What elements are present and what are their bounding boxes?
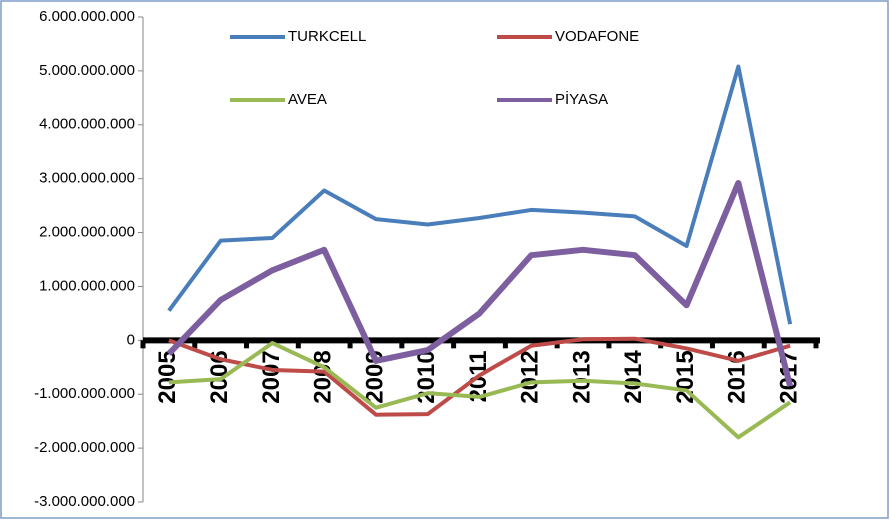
line-series	[167, 64, 793, 325]
y-tick-label: 2.000.000.000	[39, 224, 135, 241]
x-tick-label: 2005	[154, 350, 181, 403]
legend-label: TURKCELL	[288, 28, 366, 45]
y-tick-label: 0	[127, 331, 135, 348]
y-tick-label: 6.000.000.000	[39, 8, 135, 25]
x-tick-label: 2012	[517, 350, 544, 403]
y-tick-label: 3.000.000.000	[39, 170, 135, 187]
y-tick-label: 5.000.000.000	[39, 62, 135, 79]
line-series	[168, 336, 791, 417]
y-tick-label: -2.000.000.000	[34, 439, 135, 456]
legend-label: PİYASA	[555, 90, 608, 108]
x-tick-label: 2007	[258, 350, 285, 403]
legend-label: AVEA	[288, 91, 327, 108]
x-tick-label: 2013	[568, 350, 595, 403]
y-tick-label: 1.000.000.000	[39, 277, 135, 294]
line-series	[166, 179, 794, 387]
legend-label: VODAFONE	[555, 28, 639, 45]
y-tick-label: -3.000.000.000	[34, 493, 135, 510]
x-tick-label: 2015	[672, 350, 699, 403]
line-series	[168, 341, 792, 440]
y-tick-label: 4.000.000.000	[39, 116, 135, 133]
y-tick-label: -1.000.000.000	[34, 385, 135, 402]
x-tick-label: 2014	[620, 350, 647, 404]
